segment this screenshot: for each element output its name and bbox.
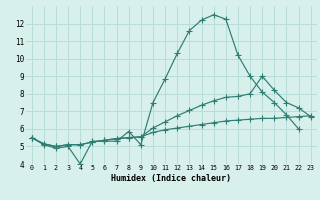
X-axis label: Humidex (Indice chaleur): Humidex (Indice chaleur): [111, 174, 231, 183]
